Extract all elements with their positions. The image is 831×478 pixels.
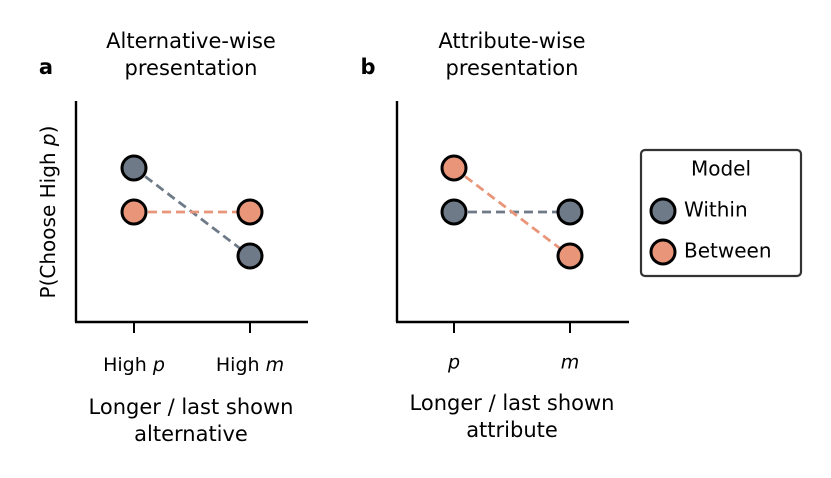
- panel-title-line2: presentation: [125, 56, 258, 80]
- data-point-within: [440, 198, 468, 226]
- data-point-within: [556, 198, 584, 226]
- x-axis-label-line1: Longer / last shown: [410, 391, 615, 415]
- y-axis-label: P(Choose High p): [36, 126, 60, 299]
- legend-label-between: Between: [684, 239, 772, 263]
- x-tick-label-high-p: High p: [103, 354, 165, 376]
- data-point-between: [440, 154, 468, 182]
- x-tick-label-high-m: High m: [216, 354, 284, 376]
- legend-label-within: Within: [684, 198, 748, 222]
- legend-title: Model: [691, 157, 751, 181]
- series-line-between: [453, 166, 571, 258]
- x-axis-label-line1: Longer / last shown: [89, 395, 294, 419]
- panel-b: b Attribute-wise presentation p m Longer…: [360, 29, 629, 442]
- legend-marker-between: [649, 238, 677, 266]
- x-axis-label-line2: attribute: [466, 418, 558, 442]
- panel-title-line2: presentation: [446, 56, 579, 80]
- legend-marker-within: [649, 197, 677, 225]
- x-tick-label-p: p: [447, 352, 460, 374]
- panel-letter: a: [39, 55, 53, 79]
- data-point-between: [556, 242, 584, 270]
- data-point-within: [120, 154, 148, 182]
- panel-a: a Alternative-wise presentation High p H…: [39, 29, 308, 446]
- panel-title-line1: Attribute-wise: [438, 29, 585, 53]
- data-point-within: [236, 242, 264, 270]
- plot-area: [440, 154, 584, 270]
- legend-frame: [639, 148, 803, 278]
- x-axis-label-line2: alternative: [134, 422, 248, 446]
- data-point-between: [236, 198, 264, 226]
- plot-area: [120, 154, 264, 270]
- data-point-between: [120, 198, 148, 226]
- legend: Model Within Between: [639, 148, 803, 278]
- panel-letter: b: [360, 55, 375, 79]
- panel-title-line1: Alternative-wise: [106, 29, 276, 53]
- x-tick-label-m: m: [561, 352, 580, 374]
